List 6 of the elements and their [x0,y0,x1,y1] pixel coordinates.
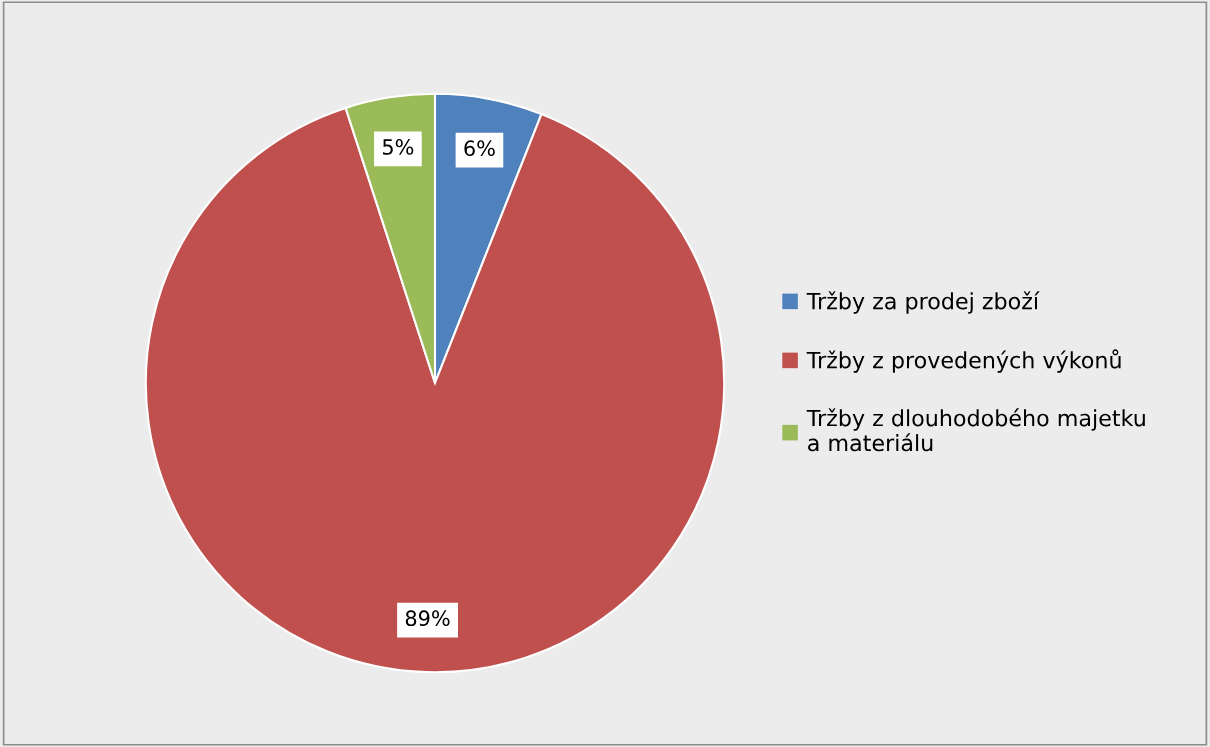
data-label: 6% [464,140,495,157]
legend-label: Tržby z provedených výkonů [806,349,1121,373]
legend-label: Tržby za prodej zboží [806,291,1040,314]
data-label: 89% [405,610,450,627]
legend-label: Tržby z dlouhodobého majetku a materiálu [806,408,1145,452]
data-label: 5% [382,139,414,155]
